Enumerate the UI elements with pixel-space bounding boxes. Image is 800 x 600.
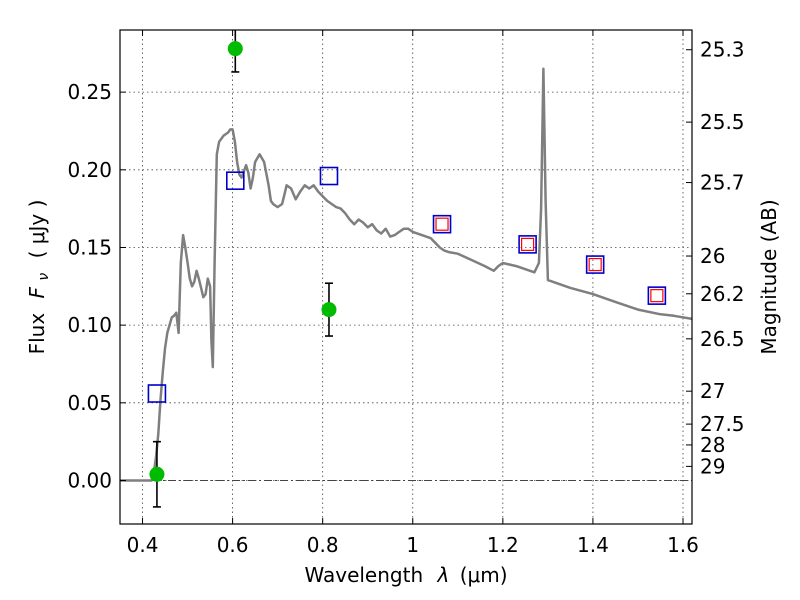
right-tick-label: 27 [700,379,725,403]
right-tick-label: 26.2 [700,282,745,306]
x-tick-label: 1.4 [577,533,609,557]
y-tick-label: 0.00 [67,469,112,493]
red-flux-box [521,237,535,251]
y-tick-label: 0.25 [67,80,112,104]
y-tick-label: 0.05 [67,391,112,415]
right-axis-label: Magnitude (AB) [757,199,781,354]
right-tick-label: 25.5 [700,110,745,134]
red-flux-box [588,257,602,272]
model-spectrum-line [120,67,693,482]
ticks-layer: 0.4 0.6 0.8 1 1.2 1.4 1.6 0.00 0.05 0.10 0.15 0.20 0… [67,30,745,557]
right-tick-label: 27.5 [700,412,745,436]
model-flux-box [432,214,452,234]
red-flux-box [650,289,664,303]
points-layer [147,30,667,508]
right-tick-label: 25.3 [700,38,745,62]
x-tick-label: 1.2 [487,533,519,557]
x-axis-label: Wavelength λ (μm) [304,563,507,587]
photometry-point [149,466,165,482]
red-flux-box [435,217,449,231]
model-spectrum-layer [120,67,693,482]
y-axis-label: Flux F ν ( μJy ) [25,200,53,355]
model-flux-box [518,235,537,254]
x-tick-label: 0.4 [127,533,159,557]
x-tick-label: 1 [406,533,419,557]
x-tick-label: 0.6 [217,533,249,557]
y-tick-label: 0.20 [67,158,112,182]
photometry-point [321,302,337,318]
right-tick-label: 25.7 [700,171,745,195]
plot-frame [119,29,693,525]
photometry-point [227,41,243,57]
grid-layer [120,30,692,524]
y-tick-label: 0.10 [67,313,112,337]
model-flux-box [647,286,667,305]
y-tick-label: 0.15 [67,235,112,259]
x-tick-label: 0.8 [307,533,339,557]
right-tick-label: 28 [700,433,725,457]
x-tick-label: 1.6 [667,533,699,557]
right-tick-label: 26.5 [700,327,745,351]
model-flux-box [585,255,605,274]
model-flux-box [319,166,339,186]
model-flux-box [226,171,245,190]
model-flux-box [147,384,167,403]
right-tick-label: 26 [700,244,725,268]
right-tick-label: 29 [700,454,725,478]
